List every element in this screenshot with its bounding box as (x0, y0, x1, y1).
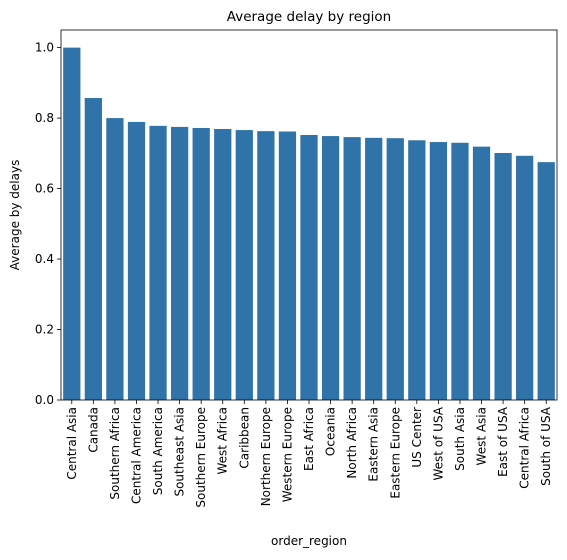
bar (106, 118, 124, 400)
bar (235, 130, 253, 401)
x-tick-label: South America (151, 407, 165, 495)
bar (408, 140, 426, 401)
bar (451, 142, 469, 400)
bar (192, 127, 210, 400)
y-tick-label: 0.0 (35, 393, 54, 407)
x-axis-label: order_region (271, 534, 347, 548)
bars-group (63, 47, 555, 401)
x-tick-label: Northern Europe (259, 407, 273, 506)
x-tick-label: North Africa (345, 407, 359, 479)
x-tick-label: Eastern Asia (367, 407, 381, 482)
x-tick-label: South Asia (453, 407, 467, 471)
x-tick-label: South of USA (539, 406, 553, 486)
bar (257, 131, 275, 400)
x-tick-label: Southern Africa (108, 407, 122, 500)
bar (321, 136, 340, 401)
y-axis-label: Average by delays (8, 160, 22, 271)
x-tick-label: Southeast Asia (173, 407, 187, 497)
y-axis: 0.0 0.2 0.4 0.6 0.8 1.0 (35, 41, 61, 407)
x-axis: Central Asia Canada Southern Africa Central… (65, 400, 553, 508)
x-tick-label: East of USA (496, 406, 510, 477)
x-tick-label: US Center (410, 407, 424, 468)
x-tick-label: Caribbean (237, 407, 251, 469)
bar (386, 138, 404, 400)
x-tick-label: Central America (129, 407, 143, 504)
bar (343, 137, 361, 400)
x-tick-label: West of USA (431, 406, 445, 480)
x-tick-label: Southern Europe (194, 407, 208, 508)
bar (63, 47, 81, 400)
x-tick-label: Western Europe (280, 407, 294, 502)
bar (214, 129, 232, 400)
x-tick-label: East Africa (302, 407, 316, 471)
y-tick-label: 0.2 (35, 323, 54, 337)
bar (300, 135, 318, 400)
y-tick-label: 1.0 (35, 41, 54, 55)
bar (84, 98, 102, 400)
bar (365, 137, 383, 401)
x-tick-label: West Asia (475, 407, 489, 465)
bar (472, 146, 491, 400)
bar (494, 152, 512, 400)
bar (149, 125, 167, 400)
bar (127, 121, 146, 400)
y-tick-label: 0.6 (35, 182, 54, 196)
x-tick-label: Canada (86, 407, 100, 453)
bar (429, 142, 448, 401)
x-tick-label: Eastern Europe (388, 407, 402, 499)
plot-frame (60, 29, 558, 401)
y-tick-label: 0.4 (35, 252, 54, 266)
bar (170, 126, 189, 401)
x-tick-label: Oceania (324, 407, 338, 456)
chart-title: Average delay by region (227, 9, 391, 25)
x-tick-label: West Africa (216, 407, 230, 475)
bar (537, 162, 555, 400)
bar (278, 131, 297, 400)
x-tick-label: Central Asia (65, 407, 79, 480)
y-tick-label: 0.8 (35, 111, 54, 125)
bar (516, 155, 534, 400)
x-tick-label: Central Africa (518, 407, 532, 489)
